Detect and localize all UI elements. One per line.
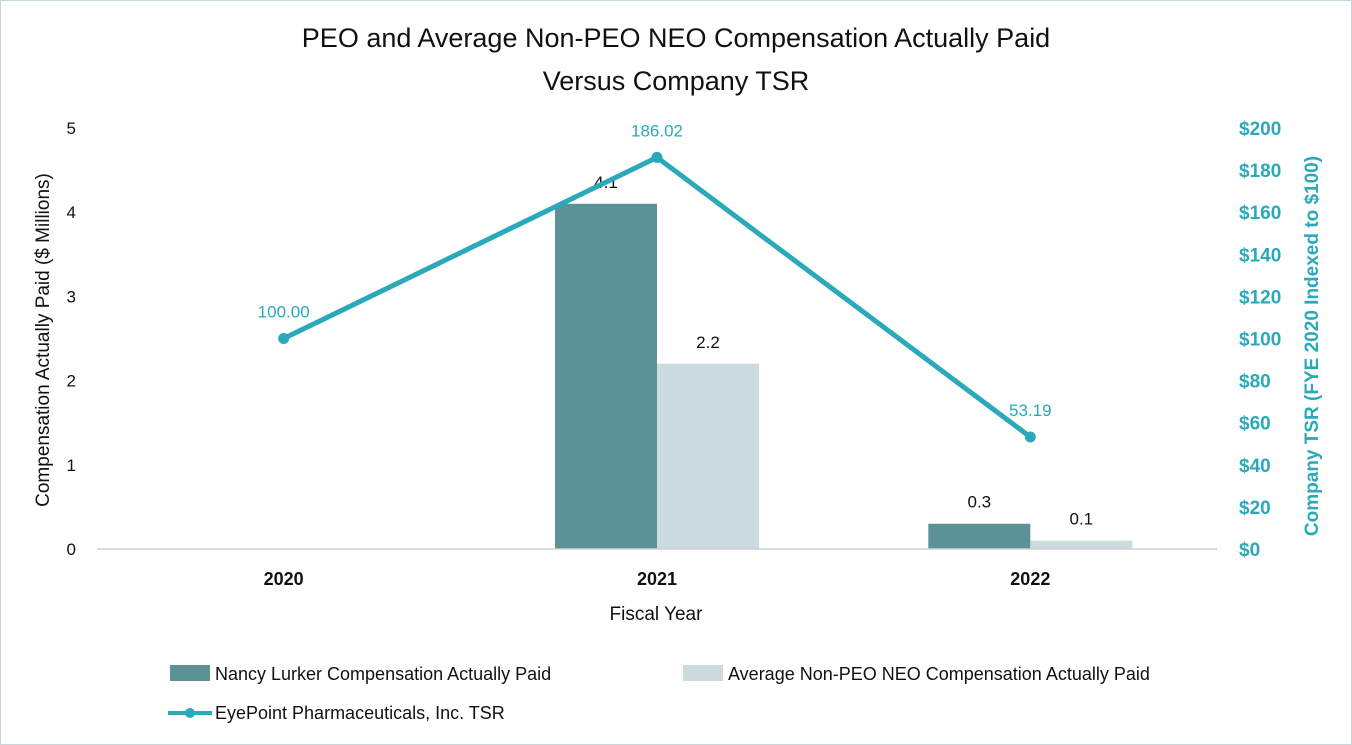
x-tick-label: 2021 xyxy=(637,569,677,589)
data-label: 2.2 xyxy=(696,333,720,352)
tsr-data-label: 186.02 xyxy=(631,121,683,140)
legend-label-non-peo-neo: Average Non-PEO NEO Compensation Actuall… xyxy=(728,664,1150,684)
y-tick-label: 3 xyxy=(67,287,76,306)
legend-swatch-nancy-lurker xyxy=(170,665,210,681)
y-axis-ticks: 0 1 2 3 4 5 xyxy=(67,119,76,559)
chart-title-line2: Versus Company TSR xyxy=(543,66,810,96)
x-tick-label: 2020 xyxy=(264,569,304,589)
y2-tick-label: $160 xyxy=(1239,203,1281,224)
bar-non-peo-neo xyxy=(657,363,759,549)
y2-tick-label: $60 xyxy=(1239,414,1271,435)
y2-tick-label: $200 xyxy=(1239,119,1281,140)
legend-marker-tsr xyxy=(185,708,195,718)
y-tick-label: 4 xyxy=(67,203,76,222)
legend-swatch-non-peo-neo xyxy=(683,665,723,681)
y2-tick-label: $40 xyxy=(1239,456,1271,477)
x-tick-label: 2022 xyxy=(1010,569,1050,589)
y-axis-title: Compensation Actually Paid ($ Millions) xyxy=(33,173,54,507)
bar-series: 4.10.32.20.1 xyxy=(555,173,1133,549)
chart-title-line1: PEO and Average Non-PEO NEO Compensation… xyxy=(302,23,1050,53)
y2-tick-label: $0 xyxy=(1239,540,1260,561)
y2-tick-label: $100 xyxy=(1239,330,1281,351)
y-tick-label: 1 xyxy=(67,456,76,475)
data-label: 0.1 xyxy=(1070,510,1094,529)
y-tick-label: 0 xyxy=(67,540,76,559)
y2-tick-label: $180 xyxy=(1239,161,1281,182)
tsr-data-label: 53.19 xyxy=(1009,401,1052,420)
tsr-data-label: 100.00 xyxy=(258,303,310,322)
x-axis-ticks: 2020 2021 2022 xyxy=(264,569,1051,589)
y2-axis-title: Company TSR (FYE 2020 Indexed to $100) xyxy=(1302,156,1323,536)
line-series: 100.00 186.02 53.19 xyxy=(258,121,1052,443)
y2-axis-ticks: $0 $20 $40 $60 $80 $100 $120 $140 $160 $180 $200 xyxy=(1239,119,1281,561)
y2-tick-label: $20 xyxy=(1239,498,1271,519)
tsr-marker xyxy=(651,151,663,163)
legend-label-tsr: EyePoint Pharmaceuticals, Inc. TSR xyxy=(215,703,505,723)
bar-nancy-lurker xyxy=(928,523,1031,549)
y2-tick-label: $140 xyxy=(1239,245,1281,266)
x-axis-title: Fiscal Year xyxy=(610,604,704,625)
tsr-marker xyxy=(278,333,290,344)
bar-non-peo-neo xyxy=(1030,540,1133,549)
data-label: 0.3 xyxy=(968,493,992,512)
tsr-marker xyxy=(1024,431,1036,443)
y-tick-label: 2 xyxy=(67,372,76,391)
y2-tick-label: $120 xyxy=(1239,287,1281,308)
bar-nancy-lurker xyxy=(555,203,657,549)
legend-label-nancy-lurker: Nancy Lurker Compensation Actually Paid xyxy=(215,664,551,684)
y-tick-label: 5 xyxy=(67,119,76,138)
legend: Nancy Lurker Compensation Actually Paid … xyxy=(168,664,1150,723)
y2-tick-label: $80 xyxy=(1239,372,1271,393)
